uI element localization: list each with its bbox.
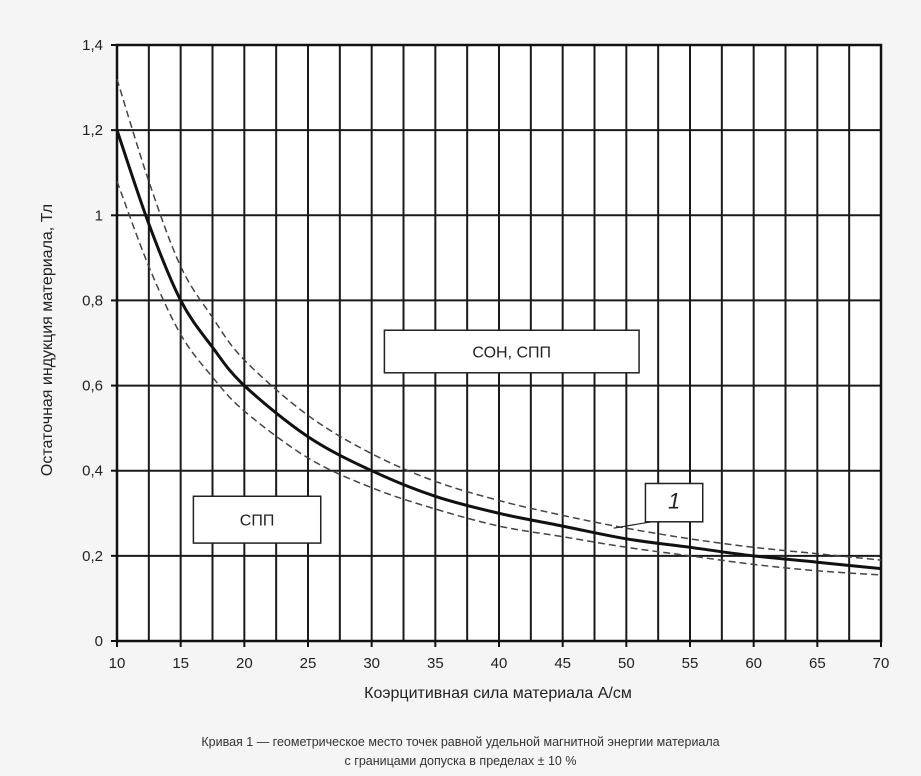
y-tick-label: 1 bbox=[95, 207, 103, 224]
caption-line-2: с границами допуска в пределах ± 10 % bbox=[344, 754, 577, 768]
x-tick-label: 35 bbox=[427, 655, 444, 672]
x-tick-label: 10 bbox=[109, 655, 126, 672]
tolerance-curve-1 bbox=[116, 78, 882, 561]
region-upper-box bbox=[383, 329, 640, 374]
x-tick-label: 70 bbox=[873, 655, 890, 672]
x-tick-label: 65 bbox=[809, 655, 826, 672]
curve-callout-label: 1 bbox=[668, 489, 680, 514]
y-tick-label: 1,2 bbox=[82, 122, 103, 139]
x-axis-label: Коэрцитивная сила материала А/см bbox=[364, 685, 632, 702]
x-tick-label: 30 bbox=[363, 655, 380, 672]
caption-line-1: Кривая 1 — геометрическое место точек ра… bbox=[201, 735, 720, 749]
x-tick-label: 15 bbox=[172, 655, 189, 672]
x-tick-label: 25 bbox=[300, 655, 317, 672]
y-axis-label: Остаточная индукция материала, Тл bbox=[39, 204, 56, 476]
y-tick-label: 0,4 bbox=[82, 463, 103, 480]
x-tick-label: 40 bbox=[491, 655, 508, 672]
x-tick-label: 20 bbox=[236, 655, 253, 672]
x-tick-label: 55 bbox=[682, 655, 699, 672]
region-lower-label: СПП bbox=[240, 513, 275, 530]
x-tick-label: 50 bbox=[618, 655, 635, 672]
y-tick-label: 0,8 bbox=[82, 292, 103, 309]
curve-callout-pointer bbox=[613, 521, 652, 529]
tolerance-curve-2 bbox=[116, 180, 882, 576]
curve-callout-box bbox=[644, 482, 704, 523]
region-lower-box bbox=[192, 495, 322, 544]
x-tick-label: 45 bbox=[554, 655, 571, 672]
y-tick-label: 0,6 bbox=[82, 378, 103, 395]
main-curve bbox=[115, 129, 882, 571]
x-tick-label: 60 bbox=[745, 655, 762, 672]
region-upper-label: СОН, СПП bbox=[472, 345, 551, 362]
y-tick-label: 1,4 bbox=[82, 37, 103, 54]
y-tick-label: 0,2 bbox=[82, 548, 103, 565]
y-tick-label: 0 bbox=[95, 633, 103, 650]
